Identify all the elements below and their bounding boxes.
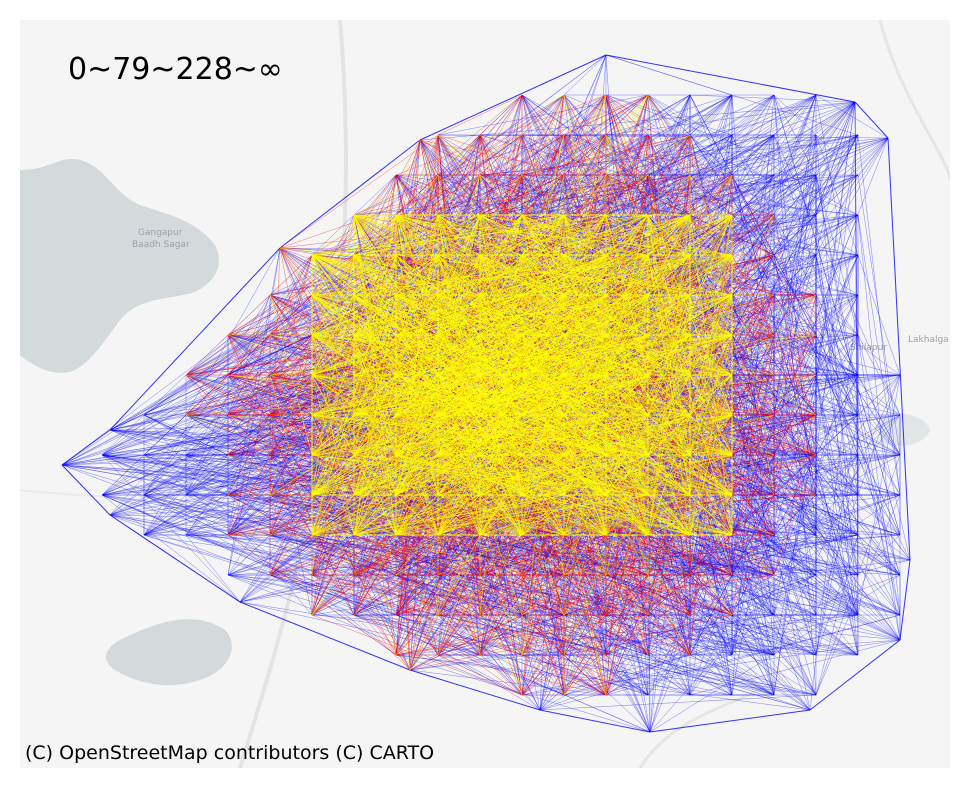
network-edge xyxy=(409,574,607,671)
network-edge xyxy=(689,639,901,696)
network-edge xyxy=(109,334,271,431)
network-edge xyxy=(185,374,313,496)
network-edge xyxy=(409,654,481,671)
network-edge xyxy=(689,654,775,696)
network-edge xyxy=(61,464,111,516)
network-edge xyxy=(353,614,481,656)
network-edge xyxy=(731,101,856,176)
network-edge xyxy=(773,101,856,296)
network-edge xyxy=(419,139,691,256)
network-edge xyxy=(689,574,775,616)
network-edge xyxy=(649,709,811,733)
network-edge xyxy=(521,654,565,696)
network-edge xyxy=(605,54,856,103)
network-edge xyxy=(239,601,411,671)
town-label: Shilapur xyxy=(850,343,887,353)
network-edge xyxy=(887,137,911,561)
network-edge xyxy=(185,247,281,416)
road xyxy=(878,20,950,181)
reservoir-south xyxy=(105,619,232,686)
network-edge xyxy=(109,294,859,431)
town-label: Lakhalga xyxy=(908,335,949,345)
network-edge xyxy=(815,294,901,576)
network-edge xyxy=(539,694,817,711)
network-edge xyxy=(109,414,439,516)
reservoir-label: Gangapur xyxy=(138,228,183,238)
network-edge xyxy=(109,514,241,603)
network-edge xyxy=(809,639,901,711)
network-edge xyxy=(109,294,355,431)
network-edge xyxy=(227,574,523,696)
network-edge xyxy=(409,669,541,711)
network-edge xyxy=(61,429,111,466)
network-edge xyxy=(815,101,856,376)
map-panel[interactable]: Gangapur Baadh Sagar Shilapur Lakhalga 0… xyxy=(20,20,950,768)
network-edge xyxy=(689,94,733,136)
network-edge xyxy=(647,94,775,176)
network-edge xyxy=(61,374,229,466)
network-edge xyxy=(143,494,187,536)
network-edge xyxy=(857,174,901,456)
road xyxy=(638,678,781,768)
network-edge xyxy=(605,574,817,656)
network-edge xyxy=(899,559,911,641)
network-edge xyxy=(437,654,523,696)
network-edge xyxy=(773,134,901,416)
gangapur-reservoir xyxy=(20,158,219,373)
network-edge xyxy=(419,139,775,216)
network-edge xyxy=(279,139,421,249)
network-edge xyxy=(185,534,241,603)
network-edge xyxy=(773,374,859,576)
network-edge xyxy=(101,494,651,733)
network-edge xyxy=(689,574,811,711)
network-edge xyxy=(773,454,817,576)
network-edge xyxy=(857,334,901,641)
network-edge xyxy=(539,709,651,733)
network-map: Gangapur Baadh Sagar Shilapur Lakhalga xyxy=(20,20,950,768)
water-patch-east xyxy=(880,413,930,446)
network-edge xyxy=(101,494,241,603)
network-edge xyxy=(773,559,911,576)
network-edge xyxy=(521,101,856,176)
network-edge xyxy=(857,214,901,496)
network-edge xyxy=(395,214,411,671)
network-edge xyxy=(773,94,901,536)
network-edge xyxy=(815,137,889,176)
network-edge xyxy=(773,94,859,176)
network-edge xyxy=(689,639,901,656)
network-edge xyxy=(239,601,481,656)
network-edge xyxy=(857,137,889,176)
network-edge xyxy=(419,134,481,141)
network-edge xyxy=(353,614,411,671)
network-edge xyxy=(854,101,889,139)
reservoir-label: Baadh Sagar xyxy=(132,240,190,250)
network-edge xyxy=(521,639,901,696)
network-edge xyxy=(605,614,901,696)
network-edge xyxy=(419,54,607,141)
network-edge xyxy=(227,414,411,671)
network-edge xyxy=(857,334,901,416)
network-edge xyxy=(815,94,889,139)
network-edge xyxy=(815,254,859,536)
network-edge xyxy=(857,334,911,561)
network-edge xyxy=(109,247,281,431)
network-edge xyxy=(605,101,856,136)
network-edge xyxy=(539,574,901,711)
network-edge xyxy=(649,574,901,733)
network-edge xyxy=(279,134,439,249)
network-edge xyxy=(773,294,859,416)
network-edge xyxy=(437,654,607,696)
network-edge xyxy=(185,254,313,376)
network-edge xyxy=(649,494,859,733)
network-edge xyxy=(815,374,911,561)
network-edge xyxy=(109,514,271,576)
network-edge xyxy=(109,514,607,616)
